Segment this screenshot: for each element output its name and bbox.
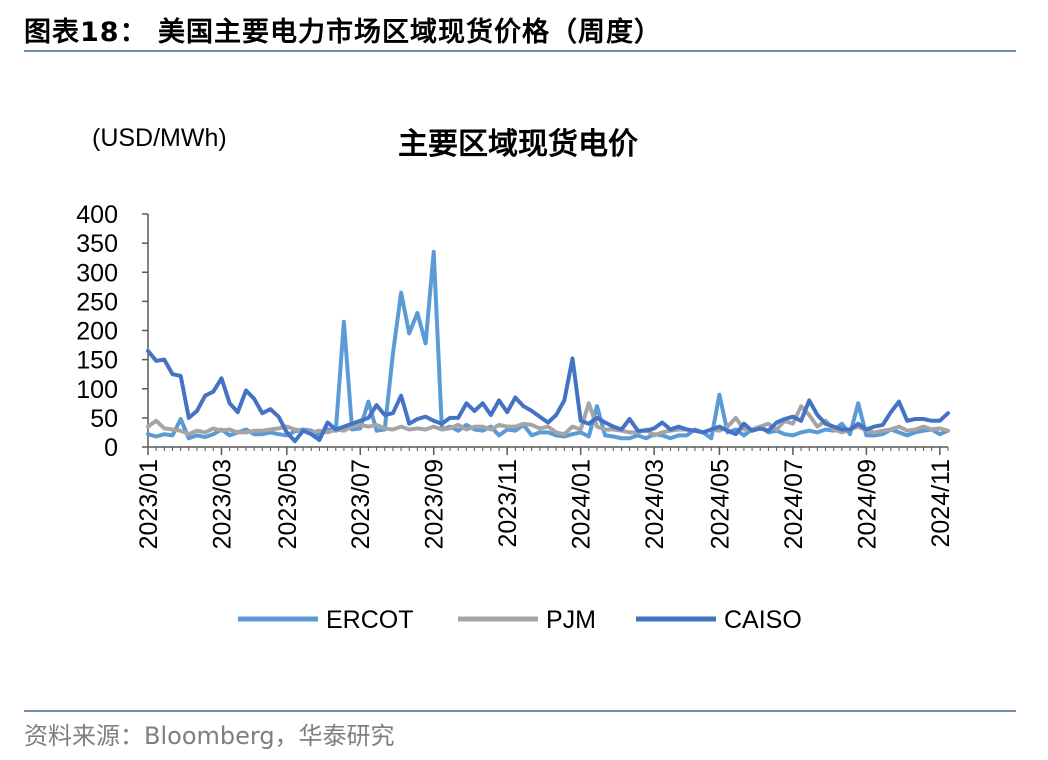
x-tick-label: 2023/11 bbox=[494, 459, 522, 548]
x-tick-label: 2023/01 bbox=[135, 459, 163, 549]
y-tick-label: 100 bbox=[76, 376, 118, 404]
series-line-pjm bbox=[146, 401, 950, 438]
y-tick-label: 250 bbox=[76, 288, 118, 316]
y-tick-label: 150 bbox=[76, 347, 118, 375]
x-tick-label: 2024/07 bbox=[780, 459, 808, 549]
figure-title: 图表18： 美国主要电力市场区域现货价格（周度） bbox=[24, 17, 662, 48]
y-tick-label: 400 bbox=[76, 201, 118, 229]
x-tick-label: 2024/05 bbox=[706, 459, 734, 549]
x-tick-label: 2023/07 bbox=[347, 459, 375, 549]
chart-title: 主要区域现货电价 bbox=[398, 127, 638, 162]
legend-label-ercot: ERCOT bbox=[326, 606, 414, 634]
y-tick-label: 350 bbox=[76, 230, 118, 258]
line-chart: (USD/MWh) 主要区域现货电价 050100150200250300350… bbox=[76, 124, 955, 634]
x-tick-label: 2023/03 bbox=[208, 459, 236, 549]
legend-label-pjm: PJM bbox=[546, 606, 596, 634]
x-tick-label: 2024/03 bbox=[641, 459, 669, 549]
legend-label-caiso: CAISO bbox=[724, 606, 802, 634]
bottom-divider bbox=[24, 710, 1016, 712]
y-tick-label: 300 bbox=[76, 259, 118, 287]
series-line-ercot bbox=[146, 249, 950, 441]
series-line-caiso bbox=[146, 348, 950, 444]
x-tick-label: 2024/11 bbox=[927, 459, 955, 548]
source-note: 资料来源：Bloomberg，华泰研究 bbox=[24, 722, 395, 750]
y-tick-label: 0 bbox=[104, 434, 118, 462]
x-tick-label: 2023/05 bbox=[274, 459, 302, 549]
x-tick-label: 2023/09 bbox=[421, 459, 449, 549]
y-tick-label: 200 bbox=[76, 318, 118, 346]
x-tick-label: 2024/09 bbox=[853, 459, 881, 549]
top-divider bbox=[24, 50, 1016, 52]
unit-label: (USD/MWh) bbox=[92, 124, 227, 152]
x-tick-label: 2024/01 bbox=[568, 459, 596, 549]
y-tick-label: 50 bbox=[90, 405, 118, 433]
